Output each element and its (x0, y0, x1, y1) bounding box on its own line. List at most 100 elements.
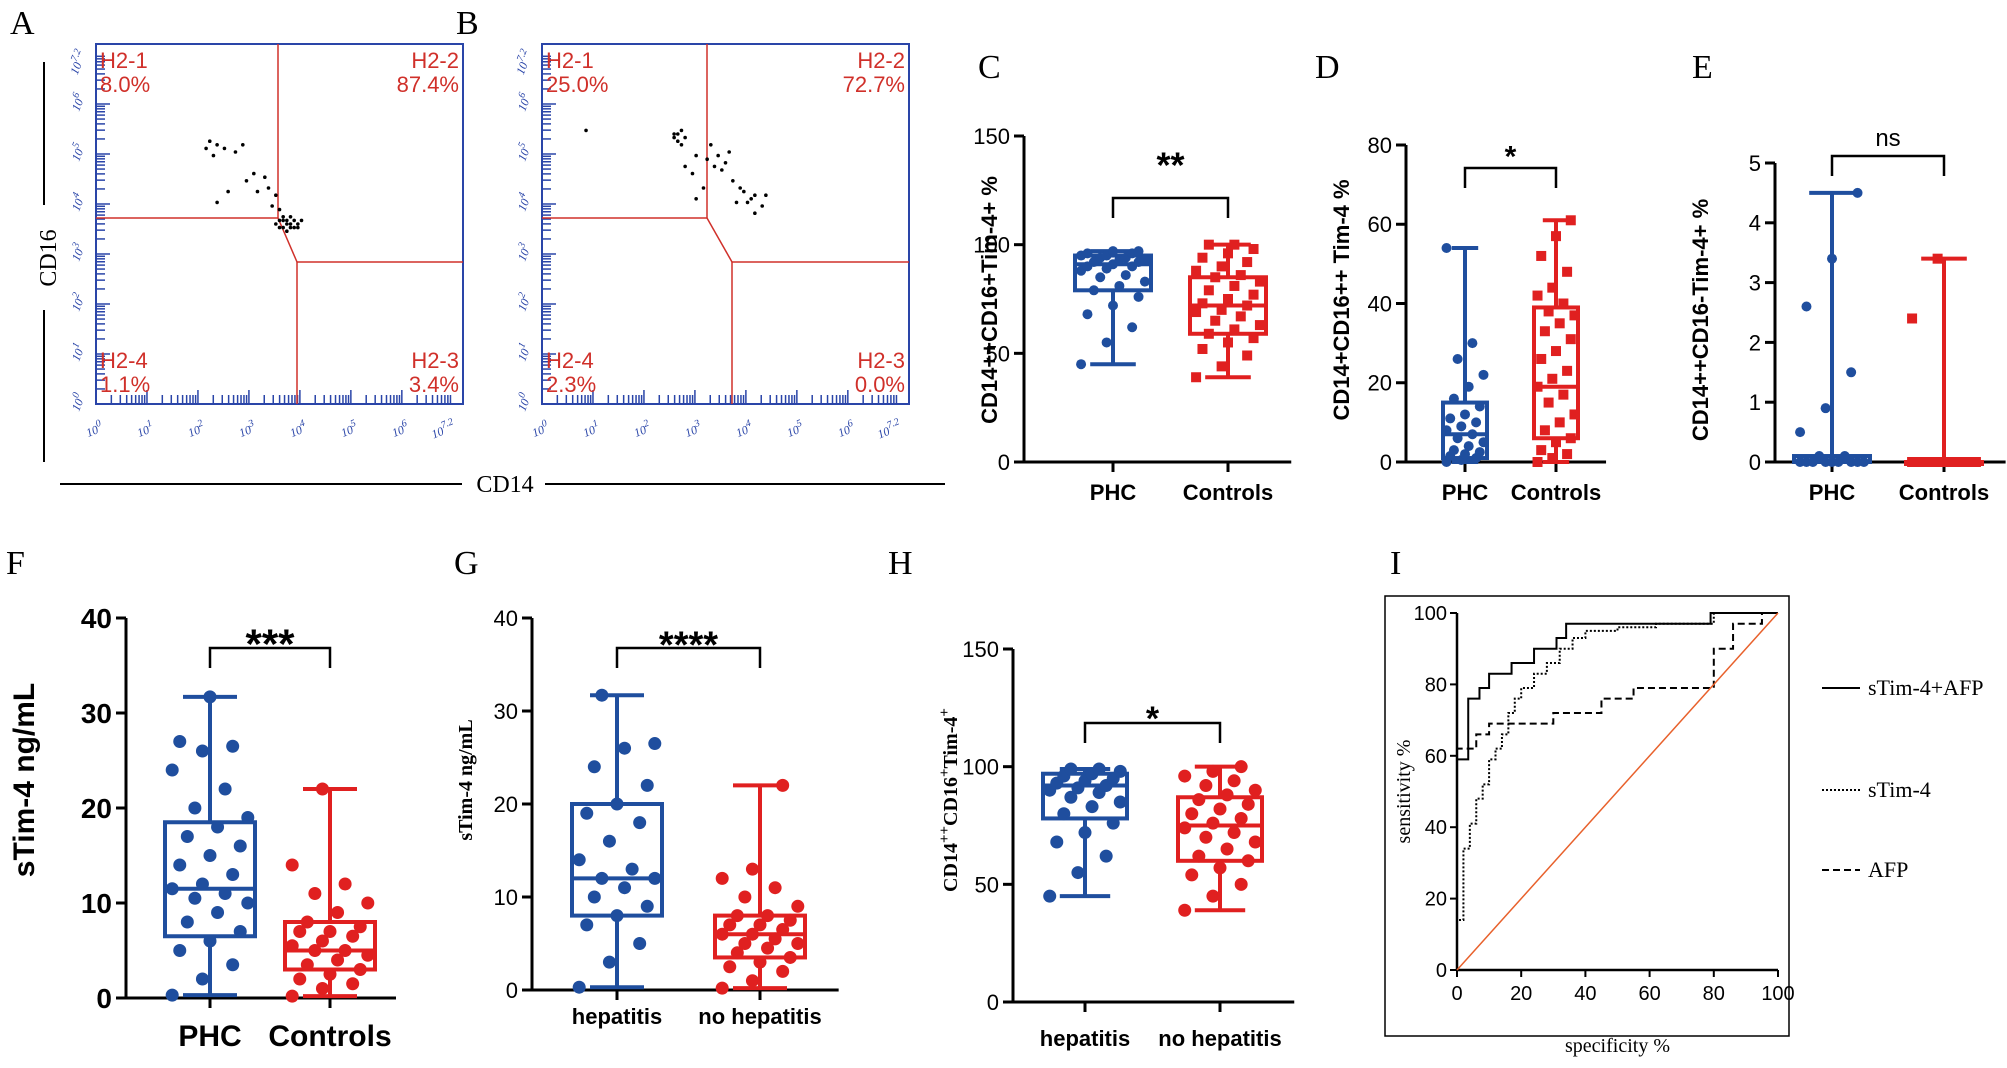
data-point (1448, 393, 1459, 404)
event-dot (270, 204, 274, 208)
data-point (1133, 291, 1144, 302)
quadrant-value-h2-3: 3.4% (409, 372, 459, 397)
data-point (602, 834, 616, 848)
event-dot (288, 225, 293, 230)
event-dot (204, 146, 208, 151)
event-dot (738, 186, 742, 190)
data-point (1248, 835, 1262, 849)
data-point (1191, 307, 1202, 318)
data-point (1197, 343, 1208, 354)
x-tick-label: 103 (236, 418, 258, 440)
data-point (1242, 300, 1253, 311)
event-dot (296, 222, 300, 226)
data-point (595, 871, 609, 885)
y-tick-label: 80 (1425, 674, 1447, 696)
data-point (1076, 359, 1087, 370)
data-point (1558, 298, 1569, 309)
y-tick-label: 3 (1749, 271, 1761, 296)
x-tick-label: 100 (529, 418, 551, 440)
series-controls (1188, 239, 1268, 383)
x-tick-label: 40 (1574, 983, 1596, 1005)
data-point (723, 918, 737, 932)
data-point (1206, 889, 1220, 903)
data-point (188, 891, 202, 905)
y-tick-label: 40 (1368, 291, 1392, 316)
data-point (1543, 306, 1554, 317)
data-point (1536, 250, 1547, 261)
box-panel-E: E 0 1 2 3 4 5 CD14++CD16-Tim-4+ % ns PHC Controls (1688, 49, 2006, 505)
event-dot (683, 164, 687, 169)
event-dot (742, 189, 746, 194)
data-point (241, 811, 255, 824)
y-tick-label: 107.2 (64, 47, 89, 76)
x-tick-label: 105 (338, 418, 360, 440)
data-point (745, 974, 759, 988)
data-point (1101, 337, 1112, 348)
data-point (730, 909, 744, 923)
event-dot (266, 186, 271, 190)
data-point (1064, 790, 1078, 804)
event-dot (207, 139, 212, 143)
data-point (768, 932, 782, 946)
data-point (165, 988, 179, 1002)
y-tick-label: 1 (1749, 390, 1761, 415)
data-point (1919, 457, 1930, 467)
data-point (1234, 877, 1248, 891)
y-tick-label: 107.2 (510, 47, 535, 76)
y-tick-label: 10 (494, 885, 518, 910)
data-point (776, 923, 790, 937)
x-tick-label: 20 (1510, 983, 1532, 1005)
event-dot (281, 225, 285, 230)
x-tick-label: 80 (1703, 983, 1725, 1005)
y-axis-label: sTim-4 ng/mL (8, 683, 41, 877)
y-axis-label: CD14++CD16+Tim-4+ % (977, 176, 1002, 424)
data-point (203, 849, 217, 862)
event-dot (277, 225, 282, 230)
panel-letter: E (1692, 49, 1713, 86)
data-point (165, 763, 179, 777)
data-point (1139, 254, 1150, 265)
data-point (1539, 326, 1550, 337)
data-point (1235, 270, 1246, 281)
data-point (1185, 868, 1199, 882)
y-tick-label: 103 (66, 241, 88, 263)
quadrant-value-h2-1: 8.0% (100, 72, 150, 97)
y-tick-label: 4 (1749, 211, 1761, 236)
data-point (1441, 425, 1452, 436)
event-dot (252, 171, 256, 176)
x-tick-label: 102 (185, 418, 207, 440)
event-dot (760, 204, 764, 208)
data-point (1108, 246, 1118, 257)
data-point (1951, 457, 1962, 467)
y-tick-label: 50 (975, 872, 999, 897)
event-dot (679, 128, 684, 133)
data-point (633, 937, 647, 950)
data-point (723, 960, 737, 974)
event-dot (211, 153, 216, 158)
data-point (1907, 313, 1918, 324)
data-point (1241, 797, 1255, 811)
y-tick-label: 50 (986, 341, 1010, 366)
y-tick-label: 80 (1368, 133, 1392, 158)
event-dot (720, 168, 724, 172)
data-point (1254, 276, 1265, 287)
y-tick-label: 40 (494, 606, 518, 631)
box-panel-F: F 0 10 20 30 40 sTim-4 ng/mL *** PHC Controls (6, 545, 396, 1053)
data-point (361, 896, 375, 910)
data-point (233, 925, 247, 938)
data-point (1463, 441, 1474, 452)
flow-panel-A: A 100 101 102 103 104 105 106 107.2 100 101 102 103 1… (10, 5, 464, 441)
significance-label: ** (1156, 145, 1184, 186)
data-point (640, 778, 654, 792)
y-tick-label: 101 (512, 341, 534, 363)
panel-letter: F (6, 545, 25, 582)
y-tick-label: 0 (1749, 450, 1761, 475)
data-point (331, 906, 345, 919)
data-point (1199, 830, 1213, 844)
x-tick-label: 102 (631, 418, 653, 440)
y-axis-label: CD14++CD16-Tim-4+ % (1688, 199, 1713, 441)
event-dot (233, 150, 238, 154)
x-tick-label: 101 (134, 418, 156, 440)
data-point (1543, 397, 1554, 408)
y-tick-label: 105 (512, 141, 534, 163)
